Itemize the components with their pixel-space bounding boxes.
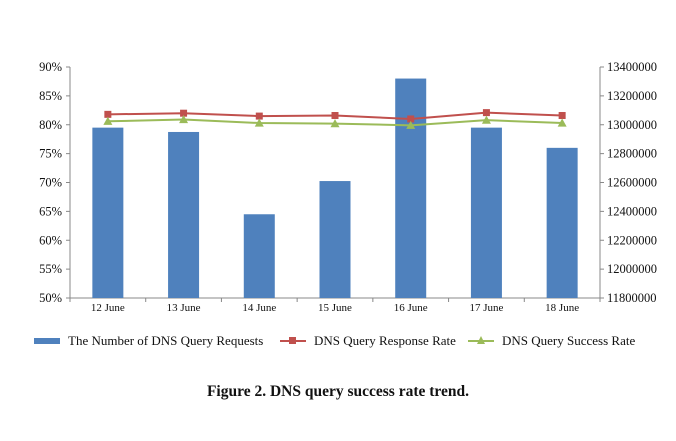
x-tick-label: 12 June [91, 302, 125, 314]
success-rate-point [330, 119, 340, 128]
left-tick-label: 85% [39, 89, 62, 103]
bar-requests [319, 181, 351, 298]
response-rate-point [180, 109, 188, 117]
x-tick-label: 13 June [167, 302, 201, 314]
left-tick-label: 70% [39, 176, 62, 190]
right-tick-label: 13200000 [607, 89, 657, 103]
success-rate-point [179, 115, 189, 124]
legend-swatch-square-marker [280, 336, 306, 346]
right-tick-label: 12000000 [607, 262, 657, 276]
x-tick-label: 16 June [394, 302, 428, 314]
right-tick-label: 12200000 [607, 233, 657, 247]
line-series [103, 109, 567, 129]
bar-series [92, 78, 578, 298]
left-tick-label: 60% [39, 233, 62, 247]
tick-labels: 50% 55% 60% 65% 70% 75% 80% 85% 90% 11800000 12000… [39, 60, 657, 314]
left-tick-label: 55% [39, 262, 62, 276]
x-tick-label: 18 June [545, 302, 579, 314]
left-tick-label: 80% [39, 118, 62, 132]
right-tick-label: 13000000 [607, 118, 657, 132]
left-tick-label: 65% [39, 204, 62, 218]
success-rate-point [557, 118, 567, 127]
left-tick-label: 75% [39, 147, 62, 161]
response-rate-point [558, 112, 566, 120]
right-tick-label: 13400000 [607, 60, 657, 74]
response-rate-point [331, 112, 339, 120]
right-tick-label: 12800000 [607, 147, 657, 161]
legend-label-response-rate: DNS Query Response Rate [314, 333, 456, 348]
response-rate-point [255, 112, 263, 120]
legend-label-requests: The Number of DNS Query Requests [68, 333, 264, 348]
bar-requests [243, 214, 275, 298]
success-rate-point [406, 120, 416, 129]
success-rate-point [254, 118, 264, 127]
legend-label-success-rate: DNS Query Success Rate [502, 333, 636, 348]
bar-requests [546, 147, 578, 298]
response-rate-point [104, 110, 112, 118]
bar-requests [92, 127, 124, 298]
x-tick-label: 15 June [318, 302, 352, 314]
chart-legend: The Number of DNS Query Requests DNS Que… [0, 333, 676, 353]
right-tick-label: 12400000 [607, 204, 657, 218]
left-tick-label: 50% [39, 291, 62, 305]
bar-requests [168, 131, 200, 298]
legend-item-success-rate: DNS Query Success Rate [468, 333, 635, 349]
x-tick-label: 14 June [242, 302, 276, 314]
legend-swatch-triangle-marker [468, 336, 494, 346]
response-rate-point [482, 109, 490, 117]
success-rate-point [103, 116, 113, 125]
left-tick-label: 90% [39, 60, 62, 74]
figure-caption: Figure 2. DNS query success rate trend. [206, 383, 470, 400]
legend-item-response-rate: DNS Query Response Rate [280, 333, 456, 349]
response-rate-point [407, 115, 415, 123]
legend-swatch-bar [34, 338, 60, 344]
success-rate-point [481, 115, 491, 124]
x-tick-label: 17 June [469, 302, 503, 314]
right-tick-label: 11800000 [607, 291, 657, 305]
legend-item-requests: The Number of DNS Query Requests [34, 333, 263, 349]
bar-requests [395, 78, 427, 298]
right-tick-label: 12600000 [607, 176, 657, 190]
bar-requests [470, 127, 502, 298]
